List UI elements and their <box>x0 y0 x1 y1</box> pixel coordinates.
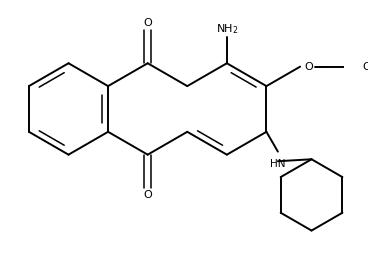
Text: OH: OH <box>362 62 368 72</box>
Text: HN: HN <box>270 159 286 169</box>
Text: O: O <box>304 62 313 72</box>
Text: NH$_2$: NH$_2$ <box>216 22 238 36</box>
Text: O: O <box>143 18 152 28</box>
Text: O: O <box>143 190 152 200</box>
